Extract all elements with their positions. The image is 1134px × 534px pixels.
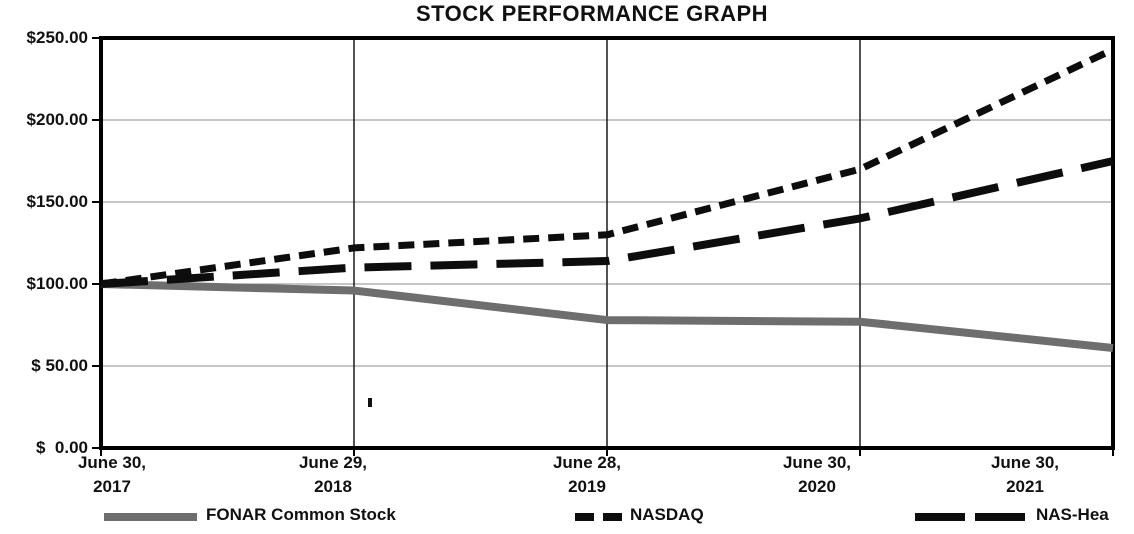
x-axis-tick-label-line2: 2021	[1006, 477, 1044, 496]
x-axis-tick-label: June 30, 2020	[732, 451, 902, 499]
x-axis-tick-label-line2: 2019	[568, 477, 606, 496]
stray-mark	[368, 398, 372, 407]
x-axis-tick-label: June 30, 2017	[27, 451, 197, 499]
x-axis-tick-label-line2: 2017	[93, 477, 131, 496]
x-axis-tick-label-line1: June 30,	[782, 453, 852, 472]
y-axis-tick-label: $ 50.00	[31, 356, 88, 375]
x-axis-tick-label-line1: June 29,	[298, 453, 368, 472]
series-line-fonar-common-stock	[100, 280, 1114, 352]
x-axis-tick-label-line1: June 30,	[990, 453, 1060, 472]
legend-label-fonar-common-stock: FONAR Common Stock	[206, 505, 396, 524]
x-axis-tick-label-line2: 2018	[314, 477, 352, 496]
y-axis-tick-label: $150.00	[26, 192, 88, 211]
legend-label-nas-hea: NAS-Hea	[1036, 505, 1109, 524]
chart-title: STOCK PERFORMANCE GRAPH	[415, 1, 769, 26]
series-line-nas-hea	[100, 157, 1114, 288]
x-axis-tick-label-line2: 2020	[798, 477, 836, 496]
y-axis-tick-label: $ 0.00	[36, 438, 88, 457]
x-axis-tick-label-line1: June 28,	[552, 453, 622, 472]
x-axis-tick-label: June 29, 2018	[248, 451, 418, 499]
x-axis-tick-label: June 28, 2019	[502, 451, 672, 499]
legend-label-nasdaq: NASDAQ	[630, 505, 704, 524]
y-axis-tick-label: $100.00	[26, 274, 88, 293]
x-axis-tick-label: June 30, 2021	[940, 451, 1110, 499]
y-axis-tick-label: $200.00	[26, 110, 88, 129]
series-line-nasdaq	[100, 46, 1115, 288]
y-axis-tick-label: $250.00	[26, 28, 88, 47]
x-axis-tick-label-line1: June 30,	[77, 453, 147, 472]
